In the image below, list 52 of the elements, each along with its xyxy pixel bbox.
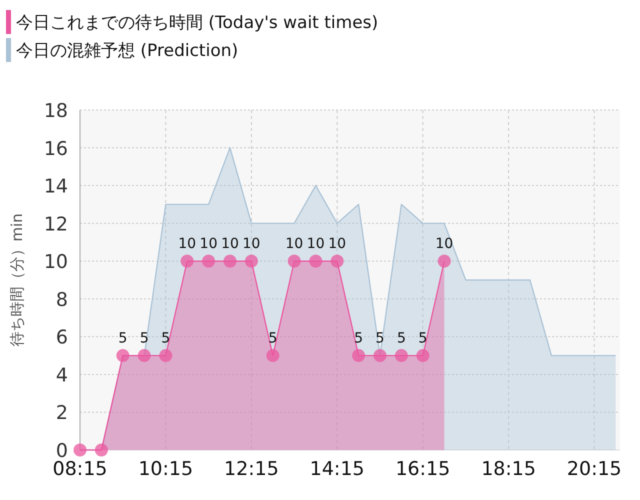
point <box>309 254 322 268</box>
point <box>416 349 430 362</box>
y-tick-label: 12 <box>44 213 68 236</box>
data-label: 10 <box>200 236 218 252</box>
x-tick-label: 16:15 <box>395 458 450 480</box>
x-tick-label: 20:15 <box>566 458 622 480</box>
y-tick-label: 8 <box>56 288 68 311</box>
legend-label: 今日の混雑予想 (Prediction) <box>16 41 238 61</box>
data-label: 5 <box>161 330 170 347</box>
data-label: 10 <box>328 236 346 252</box>
point <box>138 349 151 362</box>
x-tick-label: 10:15 <box>138 458 194 480</box>
data-label: 5 <box>268 330 278 347</box>
point <box>244 254 258 268</box>
data-label: 5 <box>418 330 428 347</box>
point <box>224 254 236 268</box>
y-axis-title: 待ち時間（分）min <box>8 213 26 347</box>
data-label: 10 <box>242 236 260 252</box>
x-tick-label: 12:15 <box>224 458 279 480</box>
data-label: 10 <box>285 236 304 252</box>
y-tick-label: 18 <box>44 100 68 122</box>
y-tick-label: 10 <box>44 251 68 274</box>
point <box>94 444 108 456</box>
y-tick-label: 14 <box>44 176 68 198</box>
data-label: 5 <box>376 330 384 347</box>
y-tick-label: 6 <box>56 326 68 349</box>
y-tick-label: 2 <box>56 402 68 424</box>
point <box>330 254 344 268</box>
point <box>288 254 301 268</box>
y-tick-label: 16 <box>44 138 68 160</box>
data-label: 10 <box>221 236 239 252</box>
data-label: 10 <box>306 236 325 252</box>
point <box>202 254 216 268</box>
point <box>394 349 408 362</box>
point <box>159 349 172 362</box>
point <box>180 254 194 268</box>
point <box>374 349 386 362</box>
point <box>438 254 451 268</box>
point <box>116 349 130 362</box>
data-label: 10 <box>435 236 454 252</box>
x-tick-label: 18:15 <box>481 458 536 480</box>
point <box>352 349 366 362</box>
data-label: 5 <box>396 330 406 347</box>
data-label: 5 <box>118 330 128 347</box>
point <box>74 444 86 456</box>
legend-label: 今日これまでの待ち時間 (Today's wait times) <box>16 13 378 33</box>
data-label: 5 <box>354 330 364 347</box>
data-label: 5 <box>140 330 149 347</box>
x-tick-label: 14:15 <box>310 458 365 480</box>
data-label: 10 <box>178 236 196 252</box>
y-tick-label: 4 <box>56 364 68 386</box>
point <box>266 349 280 362</box>
